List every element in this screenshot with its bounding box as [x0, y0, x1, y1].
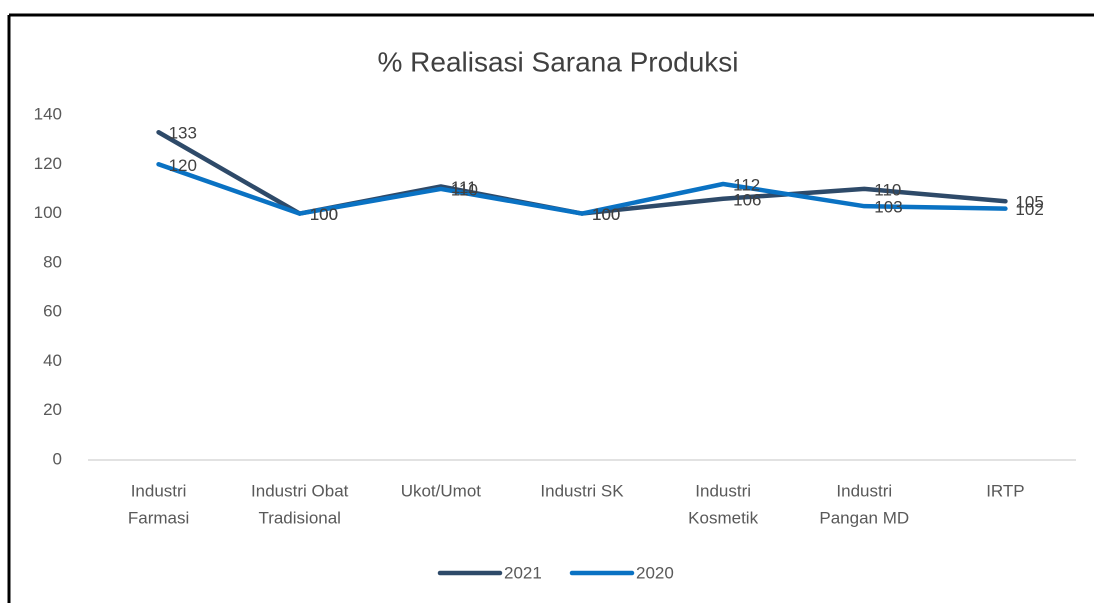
- data-label: 102: [1015, 200, 1043, 219]
- data-label: 100: [310, 205, 338, 224]
- data-label: 100: [592, 205, 620, 224]
- data-label: 120: [169, 156, 197, 175]
- data-label: 105: [1015, 193, 1043, 212]
- legend-label: 2021: [504, 563, 542, 582]
- x-tick-label: Farmasi: [128, 508, 189, 527]
- data-label: 111: [451, 178, 477, 197]
- y-tick-label: 40: [43, 351, 62, 370]
- y-tick-label: 120: [34, 154, 62, 173]
- data-label: 100: [592, 205, 620, 224]
- x-tick-label: Industri: [836, 481, 892, 500]
- y-tick-label: 100: [34, 203, 62, 222]
- y-tick-label: 60: [43, 302, 62, 321]
- data-label: 133: [169, 124, 197, 143]
- data-label: 106: [733, 190, 761, 209]
- x-tick-label: Pangan MD: [819, 508, 909, 527]
- x-tick-label: Tradisional: [258, 508, 341, 527]
- data-label: 110: [874, 180, 901, 199]
- data-label: 103: [874, 198, 902, 217]
- x-tick-label: Industri: [695, 481, 751, 500]
- legend-label: 2020: [636, 563, 674, 582]
- x-tick-label: IRTP: [986, 481, 1024, 500]
- y-tick-label: 140: [34, 104, 62, 123]
- chart-title: % Realisasi Sarana Produksi: [377, 46, 738, 77]
- x-tick-label: Industri: [131, 481, 187, 500]
- data-label: 100: [310, 205, 338, 224]
- x-tick-label: Industri SK: [540, 481, 624, 500]
- data-label: 112: [733, 175, 760, 194]
- x-tick-label: Kosmetik: [688, 508, 758, 527]
- y-tick-label: 20: [43, 400, 62, 419]
- y-tick-label: 80: [43, 252, 62, 271]
- line-series: [156, 162, 1008, 216]
- y-tick-label: 0: [53, 449, 62, 468]
- x-tick-label: Industri Obat: [251, 481, 349, 500]
- data-label: 110: [451, 180, 478, 199]
- x-tick-label: Ukot/Umot: [401, 481, 482, 500]
